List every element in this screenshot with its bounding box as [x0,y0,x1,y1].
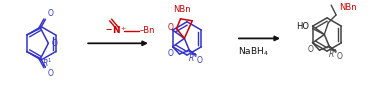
Text: O: O [51,39,57,48]
Text: O: O [308,45,314,54]
Text: $R^1$: $R^1$ [187,52,198,64]
Text: O: O [168,23,174,32]
Text: O: O [47,69,53,78]
Text: NaBH$_4$: NaBH$_4$ [238,46,269,58]
Text: –Bn: –Bn [140,26,156,35]
Text: NBn: NBn [174,5,191,14]
Text: NBn: NBn [339,3,356,12]
Text: HO: HO [296,22,309,31]
Text: O: O [168,49,174,58]
Text: $R^1$: $R^1$ [42,57,53,69]
Text: $\mathregular{N}^+$: $\mathregular{N}^+$ [112,25,127,36]
Text: $R^1$: $R^1$ [328,48,338,60]
Text: –: – [105,23,112,36]
Text: O: O [197,56,203,65]
Text: O: O [47,9,53,18]
Text: O: O [337,52,343,61]
